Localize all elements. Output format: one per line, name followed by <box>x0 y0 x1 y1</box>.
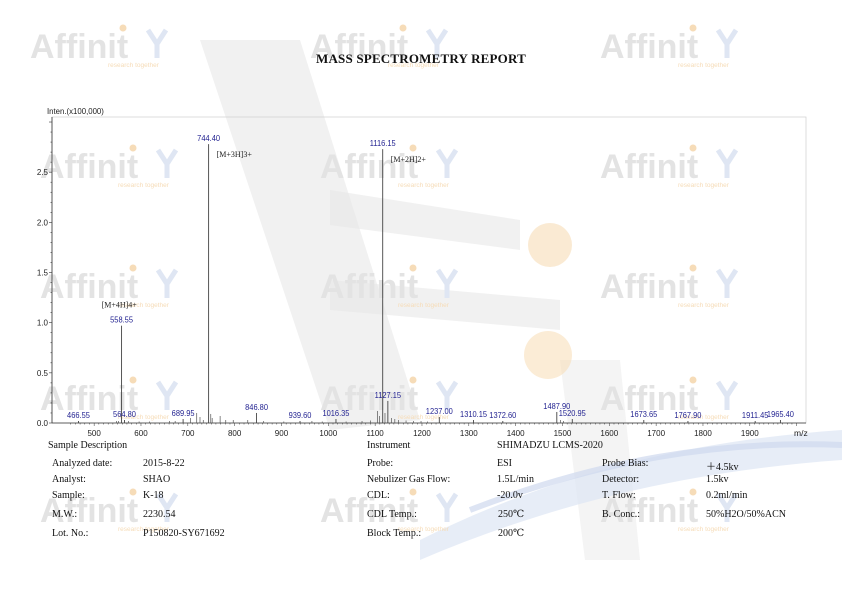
peak-label: 1372.60 <box>489 411 517 421</box>
info-value: 50%H2O/50%ACN <box>706 509 786 520</box>
info-label: Analyzed date: <box>52 458 113 469</box>
peak-label: 1016.35 <box>322 409 350 419</box>
info-label: CDL Temp.: <box>367 509 417 520</box>
peak-annotation: [M+4H]4+ <box>102 301 138 310</box>
peak-label: 689.95 <box>172 409 195 419</box>
info-value: 1.5L/min <box>497 474 534 485</box>
peak-annotation: [M+2H]2+ <box>391 155 427 164</box>
y-tick-label: 2.5 <box>37 168 49 177</box>
info-value: 2230.54 <box>143 509 176 520</box>
x-axis-label: m/z <box>794 428 808 438</box>
x-tick-label: 700 <box>181 429 195 438</box>
peak-label: 939.60 <box>289 411 312 421</box>
peak-label: 1116.15 <box>370 139 396 149</box>
info-value: 0.2ml/min <box>706 490 748 501</box>
peak-label: 1673.65 <box>630 410 658 420</box>
info-label: Probe: <box>367 458 394 469</box>
x-tick-label: 1000 <box>319 429 337 438</box>
peak-labels: 466.55 558.55 [M+4H]4+ 564.80 689.95 744.40 [M… <box>67 134 794 420</box>
peak-label: 744.40 <box>197 134 220 144</box>
info-label: CDL: <box>367 490 390 501</box>
info-value: 1.5kv <box>706 474 729 485</box>
axes: 0.0 0.5 1.0 1.5 2.0 2.5 500 600 700 800 900 1000 110… <box>37 116 807 438</box>
y-tick-label: 2.0 <box>37 218 49 227</box>
y-tick-label: 1.5 <box>37 269 49 278</box>
x-tick-label: 600 <box>134 429 148 438</box>
peak-label: 846.80 <box>245 403 268 413</box>
report-title: MASS SPECTROMETRY REPORT <box>316 51 526 66</box>
peak-label: 1310.15 <box>460 410 488 420</box>
peak-label: 1127.15 <box>375 390 402 400</box>
info-value: ESI <box>497 458 512 469</box>
info-label: Nebulizer Gas Flow: <box>367 474 451 485</box>
y-axis-label: Inten.(x100,000) <box>47 107 104 116</box>
info-label: Analyst: <box>52 474 86 485</box>
peak-label: 1911.45 <box>742 411 769 421</box>
x-tick-label: 1800 <box>694 429 712 438</box>
x-tick-label: 1700 <box>647 429 665 438</box>
info-label: T. Flow: <box>602 490 636 501</box>
info-value: 250℃ <box>498 509 525 520</box>
x-tick-label: 1400 <box>507 429 525 438</box>
info-label: Probe Bias: <box>602 458 649 469</box>
info-label: Sample: <box>52 490 85 501</box>
peak-label: 1237.00 <box>426 407 454 417</box>
peak-annotation: [M+3H]3+ <box>217 150 253 159</box>
x-tick-label: 1500 <box>554 429 572 438</box>
info-label: Instrument <box>367 440 411 451</box>
info-value: SHAO <box>143 474 171 485</box>
info-label: Lot. No.: <box>52 528 89 539</box>
info-value: K-18 <box>143 490 164 501</box>
info-label: M.W.: <box>52 509 78 520</box>
info-value: SHIMADZU LCMS-2020 <box>497 440 603 451</box>
y-tick-label: 1.0 <box>37 319 49 328</box>
peak-label: 1965.40 <box>767 410 795 420</box>
peak-label: 466.55 <box>67 411 90 421</box>
y-tick-label: 0.5 <box>37 369 49 378</box>
info-label: Block Temp.: <box>367 528 422 539</box>
info-label: Sample Description <box>48 440 128 451</box>
info-label: Detector: <box>602 474 640 485</box>
info-value: ＋4.5kv <box>706 462 739 473</box>
peak-label: 1487.90 <box>543 402 571 412</box>
x-tick-label: 800 <box>228 429 242 438</box>
minor-peaks <box>116 410 564 423</box>
x-tick-label: 500 <box>87 429 101 438</box>
info-value: P150820-SY671692 <box>143 528 225 539</box>
info-label: B. Conc.: <box>602 509 641 520</box>
peak-label: 558.55 <box>110 315 133 325</box>
x-tick-label: 1600 <box>600 429 618 438</box>
x-tick-label: 1100 <box>367 429 385 438</box>
x-tick-label: 900 <box>275 429 289 438</box>
info-value: 2015-8-22 <box>143 458 185 469</box>
info-value: 200℃ <box>498 528 525 539</box>
x-tick-label: 1300 <box>460 429 478 438</box>
peak-label: 1767.90 <box>674 411 702 421</box>
peak-label: 564.80 <box>113 410 136 420</box>
x-tick-label: 1900 <box>741 429 759 438</box>
plot-frame <box>51 116 807 424</box>
x-tick-label: 1200 <box>413 429 431 438</box>
y-tick-label: 0.0 <box>37 419 49 428</box>
info-value: -20.0v <box>497 490 523 501</box>
peaks <box>78 144 781 423</box>
peak-label: 1520.95 <box>559 409 587 419</box>
